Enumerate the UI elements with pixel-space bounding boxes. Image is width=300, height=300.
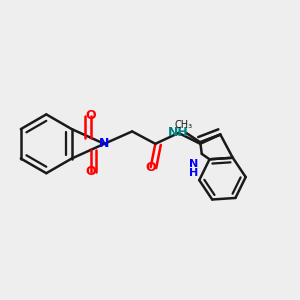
Text: O: O — [146, 160, 156, 173]
Text: O: O — [85, 165, 96, 178]
Text: NH: NH — [168, 127, 189, 140]
Text: N: N — [99, 137, 110, 150]
Text: CH₃: CH₃ — [174, 120, 192, 130]
Text: N
H: N H — [189, 158, 199, 178]
Text: O: O — [85, 110, 96, 122]
